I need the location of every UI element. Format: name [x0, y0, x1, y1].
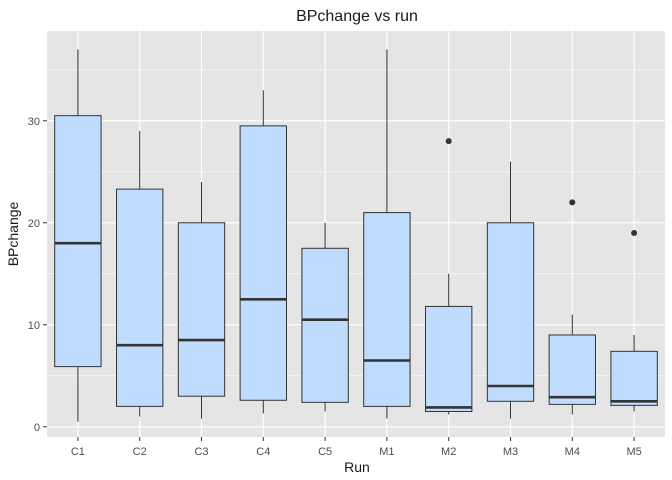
x-tick-label: C4 [256, 446, 270, 458]
y-tick-label: 30 [28, 116, 40, 128]
box-m4 [548, 199, 596, 415]
x-tick-label: C5 [318, 446, 332, 458]
x-tick-label: M1 [379, 446, 394, 458]
outlier-point [569, 199, 576, 206]
boxes-layer [54, 49, 658, 422]
box-m2 [425, 138, 473, 415]
y-axis-title: BPchange [5, 201, 21, 266]
box-c4 [239, 90, 287, 414]
box-body [363, 212, 411, 407]
x-tick-label: M5 [626, 446, 641, 458]
x-axis: C1 C2 C3 C4 C5 M1 M2 M3 M4 M5 [71, 437, 642, 458]
x-tick-label: M3 [503, 446, 518, 458]
y-tick-label: 20 [28, 218, 40, 230]
box-m3 [486, 161, 535, 419]
x-tick-label: C1 [71, 446, 85, 458]
x-tick-label: M2 [441, 446, 456, 458]
box-body [425, 305, 473, 412]
chart-title: BPchange vs run [296, 8, 418, 25]
box-m5 [610, 229, 658, 412]
box-body [54, 115, 102, 368]
y-tick-label: 10 [28, 320, 40, 332]
box-body [177, 222, 226, 397]
box-c3 [177, 181, 226, 419]
outlier-point [631, 229, 638, 236]
box-body [486, 222, 535, 402]
box-c5 [301, 222, 349, 412]
box-body [610, 350, 658, 406]
box-body [548, 334, 596, 405]
x-tick-label: M4 [565, 446, 580, 458]
box-body [301, 247, 349, 403]
y-axis: 0 10 20 30 [28, 116, 47, 434]
box-m1 [363, 49, 411, 419]
box-c1 [54, 49, 102, 422]
box-body [239, 125, 287, 401]
x-axis-title: Run [344, 459, 370, 475]
y-tick-label: 0 [34, 422, 40, 434]
box-body [116, 188, 164, 407]
x-tick-label: C3 [194, 446, 208, 458]
x-tick-label: C2 [133, 446, 147, 458]
box-c2 [116, 130, 164, 417]
outlier-point [445, 138, 452, 145]
